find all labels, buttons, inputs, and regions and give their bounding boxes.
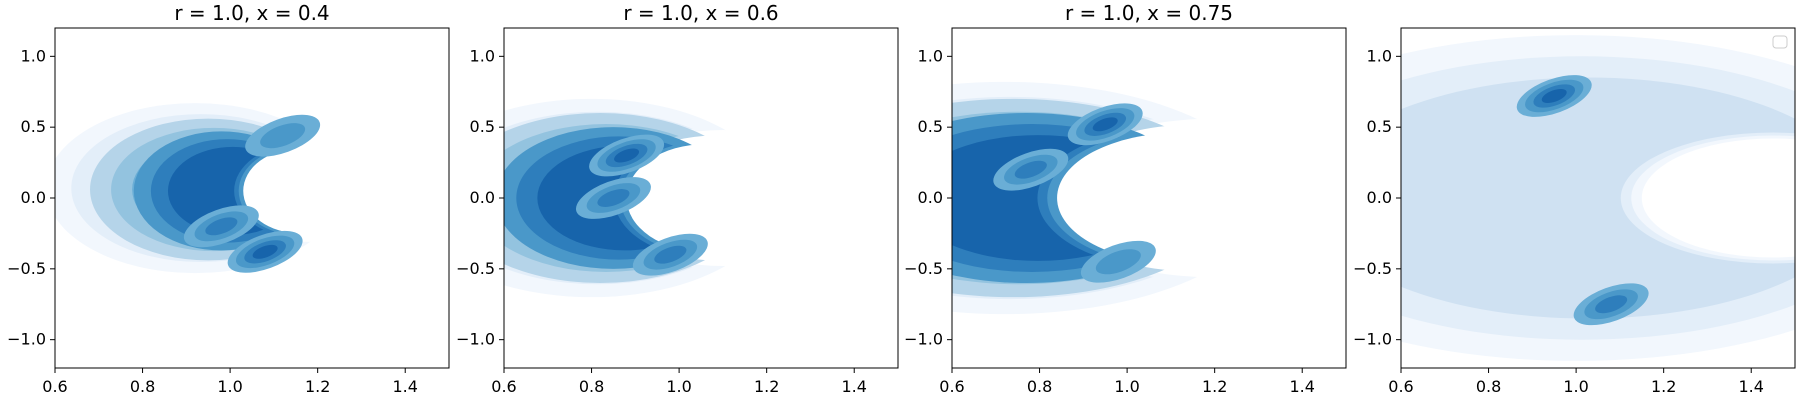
x-tick-label: 1.4 [1289, 377, 1314, 396]
y-tick-label: 0.0 [470, 188, 495, 207]
x-tick-label: 0.6 [939, 377, 964, 396]
kde-contours [1401, 35, 1795, 361]
y-tick-label: −1.0 [7, 330, 46, 349]
y-tick-label: 0.5 [918, 117, 943, 136]
x-tick-label: 0.6 [1388, 377, 1413, 396]
subplot-title: r = 1.0, x = 0.4 [174, 1, 329, 25]
y-tick-label: 1.0 [918, 46, 943, 65]
subplot-3: 0.6 0.8 1.0 1.2 1.4 1.0 0.5 0.0 −0.5 −1.0 r = 1.0,… [904, 1, 1347, 396]
x-tick-label: 0.8 [1476, 377, 1501, 396]
kde-peak [1095, 249, 1141, 275]
kde-peak [1595, 295, 1628, 314]
x-tick-label: 1.0 [1114, 377, 1139, 396]
kde-peak [597, 189, 630, 207]
x-tick-label: 1.2 [1202, 377, 1227, 396]
y-tick-label: 1.0 [470, 46, 495, 65]
y-tick-label: −0.5 [7, 259, 46, 278]
y-tick-label: −0.5 [456, 259, 495, 278]
y-tick-label: 0.0 [21, 188, 46, 207]
subplot-4: 0.6 0.8 1.0 1.2 1.4 1.0 0.5 0.0 −0.5 −1.0 [1353, 27, 1796, 396]
y-tick-label: −1.0 [1353, 330, 1392, 349]
y-tick-label: −1.0 [904, 330, 943, 349]
x-tick-label: 1.2 [1651, 377, 1676, 396]
kde-contours [55, 103, 344, 274]
legend-box [1772, 35, 1788, 49]
subplot-2: 0.6 0.8 1.0 1.2 1.4 1.0 0.5 0.0 −0.5 −1.0 r = 1.0,… [456, 1, 899, 396]
y-tick-label: 1.0 [21, 46, 46, 65]
subplot-title: r = 1.0, x = 0.75 [1065, 1, 1233, 25]
kde-peak [654, 245, 687, 264]
y-tick-label: 0.5 [21, 117, 46, 136]
y-tick-label: −1.0 [456, 330, 495, 349]
subplot-1: 0.6 0.8 1.0 1.2 1.4 1.0 0.5 0.0 −0.5 −1.0 r = 1.0,… [7, 1, 450, 396]
x-tick-label: 1.0 [666, 377, 691, 396]
x-tick-label: 1.2 [305, 377, 330, 396]
y-tick-label: −0.5 [904, 259, 943, 278]
kde-peak [205, 217, 238, 236]
x-tick-label: 1.0 [217, 377, 242, 396]
y-tick-label: −0.5 [1353, 259, 1392, 278]
x-tick-label: 1.4 [841, 377, 866, 396]
kde-peak [252, 244, 278, 259]
x-tick-label: 1.2 [754, 377, 779, 396]
x-tick-label: 0.6 [42, 377, 67, 396]
x-tick-label: 0.8 [1027, 377, 1052, 396]
x-tick-label: 0.6 [491, 377, 516, 396]
y-tick-label: 0.0 [1367, 188, 1392, 207]
kde-peak [1541, 89, 1567, 103]
x-tick-label: 0.8 [579, 377, 604, 396]
kde-contours [952, 81, 1268, 315]
kde-peak [614, 148, 640, 163]
kde-level [167, 146, 298, 235]
subplot-title: r = 1.0, x = 0.6 [623, 1, 778, 25]
x-tick-label: 0.8 [130, 377, 155, 396]
kde-peak [1014, 160, 1047, 179]
kde-level [1401, 77, 1795, 319]
kde-contours [504, 98, 776, 298]
y-tick-label: 1.0 [1367, 46, 1392, 65]
kde-peak [260, 123, 306, 149]
x-tick-label: 1.0 [1563, 377, 1588, 396]
x-tick-label: 1.4 [1738, 377, 1763, 396]
x-tick-label: 1.4 [392, 377, 417, 396]
y-tick-label: 0.5 [1367, 117, 1392, 136]
kde-peak [1092, 117, 1118, 132]
y-tick-label: 0.0 [918, 188, 943, 207]
y-tick-label: 0.5 [470, 117, 495, 136]
